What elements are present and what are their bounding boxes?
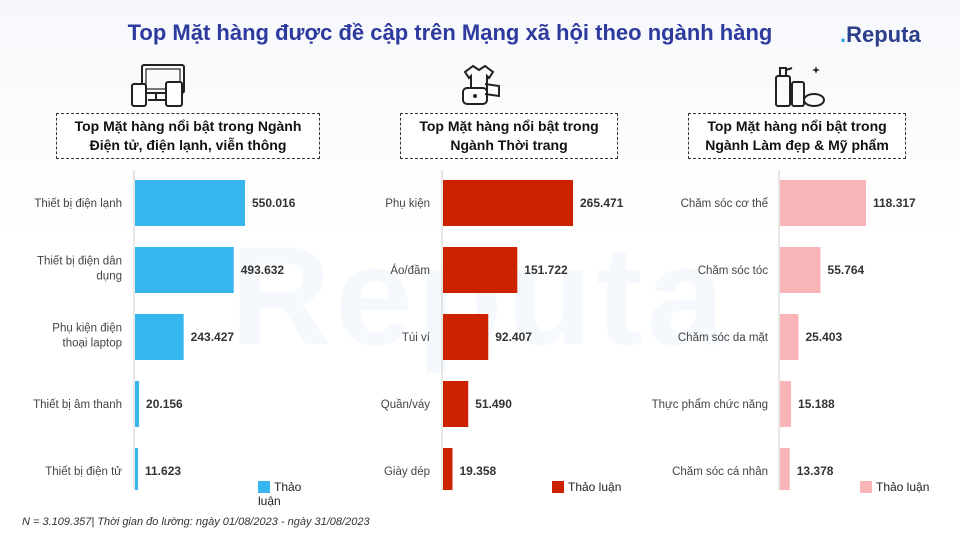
category-box-fashion: Top Mặt hàng nổi bật trong Ngành Thời tr…	[400, 113, 618, 159]
data-label: 11.623	[145, 464, 181, 478]
category-label: Giày dép	[384, 466, 430, 478]
bar	[780, 381, 792, 427]
legend-swatch	[860, 481, 872, 493]
category-title-line: Top Mặt hàng nổi bật trong	[707, 118, 887, 134]
brand-mark: .	[840, 22, 847, 47]
bar	[443, 314, 489, 360]
category-label: Phụ kiện	[385, 198, 430, 210]
data-label: 243.427	[191, 330, 235, 344]
category-label: Áo/đầm	[390, 264, 430, 277]
category-label: Thiết bị điện dân	[37, 256, 122, 268]
bar	[443, 247, 518, 293]
data-label: 51.490	[475, 397, 512, 411]
legend: Thảo luận	[552, 480, 621, 494]
category-label: Túi ví	[402, 332, 431, 344]
legend-label: Thảo luận	[876, 480, 930, 494]
category-label: Thiết bị điện lạnh	[34, 198, 122, 210]
category-label: Thực phẩm chức năng	[652, 399, 768, 411]
legend-swatch	[552, 481, 564, 493]
data-label: 118.317	[873, 196, 916, 210]
bar	[780, 247, 821, 293]
category-label: Chăm sóc cá nhân	[672, 466, 768, 478]
category-title-line: Ngành Thời trang	[450, 137, 568, 153]
cosmetics-bottles-icon	[640, 62, 960, 110]
bar	[780, 448, 790, 490]
category-label: Phụ kiện điện	[52, 323, 122, 335]
category-box-electronics: Top Mặt hàng nổi bật trong Ngành Điện tử…	[56, 113, 320, 159]
brand-logo: .Reputa	[840, 22, 921, 48]
category-label: thoại laptop	[63, 338, 122, 350]
data-label: 151.722	[524, 263, 568, 277]
data-label: 493.632	[241, 263, 285, 277]
category-label: Chăm sóc cơ thể	[681, 198, 768, 210]
data-label: 20.156	[146, 397, 183, 411]
category-title-line: Top Mặt hàng nổi bật trong	[419, 118, 599, 134]
bar	[135, 448, 138, 490]
category-title-line: Điện tử, điện lạnh, viễn thông	[89, 137, 287, 153]
bar	[135, 314, 184, 360]
category-label: dụng	[96, 271, 122, 283]
bar	[443, 180, 573, 226]
category-label: Thiết bị âm thanh	[33, 399, 122, 411]
chart-svg: 265.471 Phụ kiện 151.722 Áo/đầm 92.407 Túi ví…	[381, 170, 624, 490]
panel-electronics: Top Mặt hàng nổi bật trong Ngành Điện tử…	[0, 0, 320, 508]
legend-label: Thảo luận	[258, 480, 302, 508]
footnote: N = 3.109.357| Thời gian đo lường: ngày …	[22, 516, 370, 528]
bar	[135, 247, 234, 293]
data-label: 92.407	[495, 330, 532, 344]
data-label: 265.471	[580, 196, 624, 210]
bar	[135, 180, 245, 226]
legend-label: Thảo luận	[568, 480, 622, 494]
data-label: 15.188	[798, 397, 835, 411]
bar	[443, 381, 469, 427]
panel-fashion: Top Mặt hàng nổi bật trong Ngành Thời tr…	[320, 0, 640, 500]
category-box-beauty: Top Mặt hàng nổi bật trong Ngành Làm đẹp…	[688, 113, 906, 159]
bar	[135, 381, 140, 427]
legend: Thảo luận	[258, 480, 320, 508]
chart-electronics: 550.016 Thiết bị điện lạnh 493.632 Thiết bị…	[0, 170, 320, 508]
chart-beauty: 118.317 Chăm sóc cơ thể 55.764 Chăm sóc tóc…	[640, 170, 960, 494]
category-title-line: Top Mặt hàng nổi bật trong Ngành	[74, 118, 302, 134]
data-label: 25.403	[805, 330, 842, 344]
category-label: Chăm sóc tóc	[698, 265, 769, 277]
page-title: Top Mặt hàng được đề cập trên Mạng xã hộ…	[127, 20, 773, 45]
electronics-devices-icon	[0, 62, 320, 110]
data-label: 13.378	[797, 464, 834, 478]
brand-name: Reputa	[846, 22, 921, 47]
chart-fashion: 265.471 Phụ kiện 151.722 Áo/đầm 92.407 Túi ví…	[320, 170, 640, 494]
category-label: Thiết bị điện tử	[45, 466, 122, 478]
data-label: 55.764	[828, 263, 865, 277]
category-title-line: Ngành Làm đẹp & Mỹ phẩm	[705, 137, 889, 153]
legend-swatch	[258, 481, 270, 493]
data-label: 19.358	[459, 464, 496, 478]
category-label: Chăm sóc da mặt	[678, 332, 769, 344]
bar	[780, 180, 866, 226]
data-label: 550.016	[252, 196, 296, 210]
category-label: Quần/váy	[381, 399, 430, 411]
fashion-clothes-bag-icon	[320, 62, 640, 110]
chart-svg: 118.317 Chăm sóc cơ thể 55.764 Chăm sóc tóc…	[652, 170, 916, 490]
legend: Thảo luận	[860, 480, 929, 494]
bar	[443, 448, 453, 490]
bar	[780, 314, 799, 360]
chart-svg: 550.016 Thiết bị điện lạnh 493.632 Thiết bị…	[33, 170, 296, 490]
panel-beauty: Top Mặt hàng nổi bật trong Ngành Làm đẹp…	[640, 0, 960, 500]
